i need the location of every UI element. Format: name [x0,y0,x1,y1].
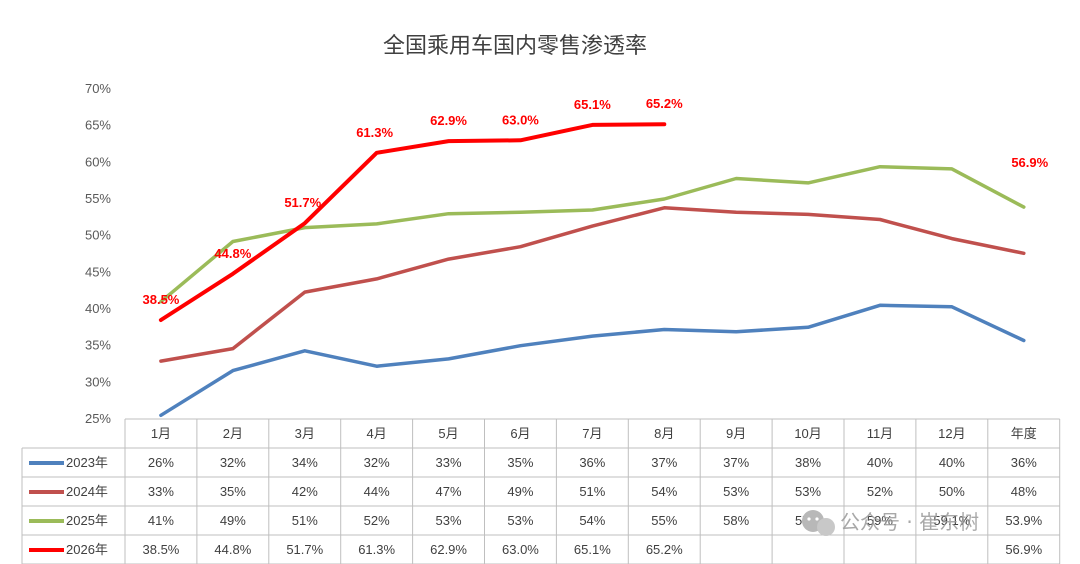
table-cell: 35% [220,484,246,499]
y-tick-label: 45% [85,264,111,279]
table-cell: 47% [436,484,462,499]
plot-area: 25% 30% 35% 40% 45% 50% 55% 60% 65% 70% 38.5% 44.8%… [85,81,1049,426]
table-cell: 53% [723,484,749,499]
table-cell: 48% [1011,484,1037,499]
category-label: 4月 [367,426,387,441]
category-label: 5月 [438,426,458,441]
table-cell: 59% [867,513,893,528]
table-cell: 65.2% [646,542,683,557]
table-cell: 37% [723,455,749,470]
table-cell: 40% [939,455,965,470]
y-tick-label: 65% [85,118,111,133]
chart-title: 全国乘用车国内零售渗透率 [383,34,647,59]
table-cell: 36% [1011,455,1037,470]
data-label: 62.9% [430,113,467,128]
table-cell: 44.8% [214,542,251,557]
table-cell: 33% [436,455,462,470]
table-cell: 32% [364,455,390,470]
table-cell: 53% [436,513,462,528]
table-cell: 52% [364,513,390,528]
table-cell: 52% [867,484,893,499]
table-cell: 56.9% [1005,542,1042,557]
table-cell: 36% [579,455,605,470]
table-cell: 42% [292,484,318,499]
legend-label: 2024年 [66,484,108,499]
table-cell: 33% [148,484,174,499]
category-label: 8月 [654,426,674,441]
table-cell: 44% [364,484,390,499]
category-label: 6月 [510,426,530,441]
table-cell: 50% [939,484,965,499]
table-cell: 51% [579,484,605,499]
series-line-2023年 [159,303,1026,418]
table-cell: 35% [507,455,533,470]
table-cell: 37% [651,455,677,470]
table-cell: 53% [507,513,533,528]
table-cell: 55% [651,513,677,528]
category-label: 1月 [151,426,171,441]
category-label: 7月 [582,426,602,441]
y-tick-label: 70% [85,81,111,96]
table-cell: 54% [651,484,677,499]
category-label: 9月 [726,426,746,441]
table-cell: 62.9% [430,542,467,557]
series-line-2025年 [159,164,1026,304]
table-cell: 26% [148,455,174,470]
table-cell: 65.1% [574,542,611,557]
y-tick-label: 25% [85,411,111,426]
data-label: 65.1% [574,97,611,112]
table-cell: 53.9% [1005,513,1042,528]
legend-label: 2023年 [66,455,108,470]
watermark: 公众号 · 崔东树 [802,510,979,536]
table-cell: 32% [220,455,246,470]
y-tick-label: 60% [85,154,111,169]
y-tick-label: 30% [85,374,111,389]
table-cell: 41% [148,513,174,528]
data-label: 44.8% [214,246,251,261]
series-line-2026年 [158,122,667,322]
table-cell: 51% [292,513,318,528]
annual-data-label: 56.9% [1011,155,1048,170]
data-label: 38.5% [143,292,180,307]
data-label: 61.3% [356,125,393,140]
table-cell: 40% [867,455,893,470]
legend-label: 2025年 [66,513,108,528]
watermark-text: 公众号 · 崔东树 [840,510,979,534]
category-label: 3月 [295,426,315,441]
table-cell: 59.1% [933,513,970,528]
category-label: 11月 [867,426,894,441]
table-cell: 49% [220,513,246,528]
data-table: 1月 2月 3月 4月 5月 6月 7月 8月 9月 10月 11月 12月 年度 2023年 26% 32%… [21,418,1061,564]
table-cell: 61.3% [358,542,395,557]
table-cell: 38.5% [143,542,180,557]
series-line-2024年 [159,206,1026,363]
y-tick-label: 35% [85,338,111,353]
category-label: 10月 [794,426,821,441]
table-cell: 38% [795,455,821,470]
data-label: 63.0% [502,112,539,127]
table-cell: 34% [292,455,318,470]
table-cell: 53% [795,484,821,499]
y-tick-label: 55% [85,191,111,206]
category-label: 年度 [1011,426,1037,441]
table-cell: 54% [579,513,605,528]
table-cell: 51.7% [286,542,323,557]
table-cell: 49% [507,484,533,499]
data-label: 65.2% [646,96,683,111]
y-tick-label: 50% [85,228,111,243]
table-cell: 58% [723,513,749,528]
wechat-icon [802,510,835,536]
category-label: 2月 [223,426,243,441]
y-tick-label: 40% [85,301,111,316]
table-cell: 63.0% [502,542,539,557]
data-label: 51.7% [284,195,321,210]
category-label: 12月 [938,426,965,441]
legend-label: 2026年 [66,542,108,557]
